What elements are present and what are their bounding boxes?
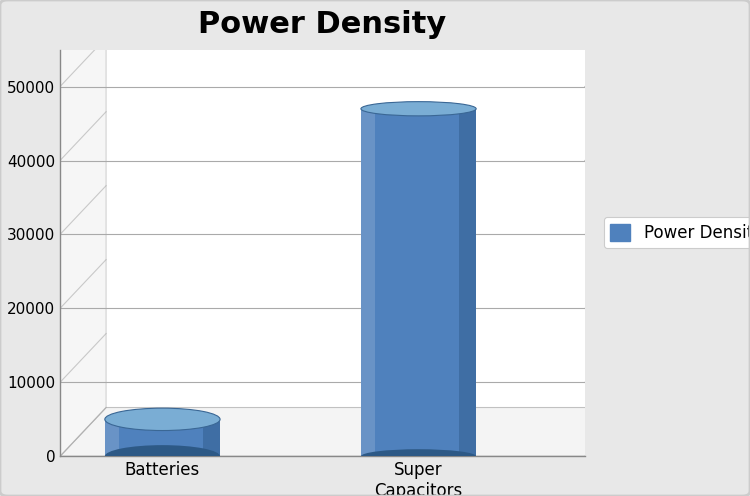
Ellipse shape bbox=[361, 102, 476, 116]
Bar bbox=[459, 109, 476, 456]
Ellipse shape bbox=[105, 445, 220, 468]
Bar bbox=[105, 419, 220, 456]
Polygon shape bbox=[60, 1, 106, 456]
Bar bbox=[105, 419, 118, 456]
Legend: Power Density: Power Density bbox=[604, 217, 750, 248]
Title: Power Density: Power Density bbox=[198, 10, 446, 39]
Ellipse shape bbox=[361, 449, 476, 463]
Ellipse shape bbox=[105, 408, 220, 431]
Polygon shape bbox=[60, 408, 631, 456]
Bar bbox=[202, 419, 220, 456]
Bar bbox=[361, 109, 375, 456]
Bar bbox=[361, 109, 476, 456]
